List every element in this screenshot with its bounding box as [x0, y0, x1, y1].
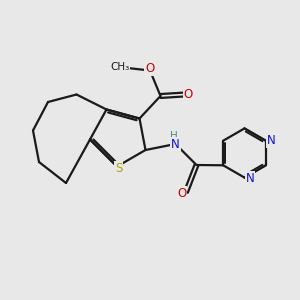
Text: S: S — [115, 161, 122, 175]
Text: N: N — [171, 137, 180, 151]
Text: O: O — [184, 88, 193, 101]
Text: CH₃: CH₃ — [110, 62, 130, 72]
Text: H: H — [170, 130, 178, 141]
Text: N: N — [245, 172, 254, 185]
Text: O: O — [146, 62, 154, 76]
Text: O: O — [177, 187, 186, 200]
Text: N: N — [267, 134, 276, 147]
